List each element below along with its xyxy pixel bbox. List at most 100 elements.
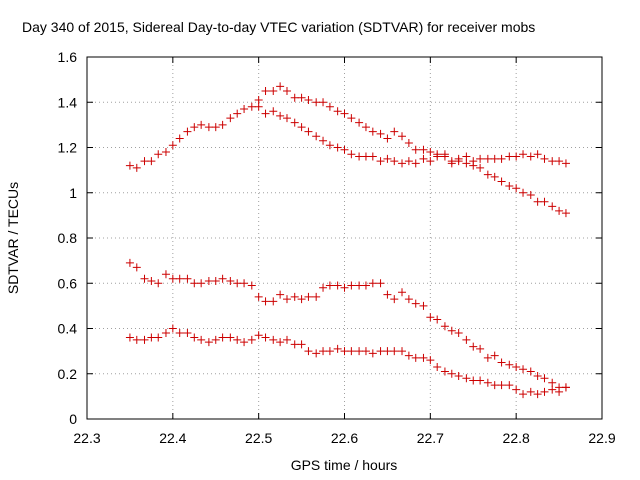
- data-point: [282, 86, 291, 95]
- data-point: [512, 152, 521, 161]
- data-point: [540, 154, 549, 163]
- y-tick-label: 1.6: [58, 49, 78, 65]
- data-point: [483, 378, 492, 387]
- data-point: [140, 274, 149, 283]
- data-point: [497, 381, 506, 390]
- data-point: [190, 279, 199, 288]
- data-point: [512, 385, 521, 394]
- data-point: [404, 138, 413, 147]
- data-point: [154, 150, 163, 159]
- data-point: [282, 335, 291, 344]
- data-point: [440, 367, 449, 376]
- data-point: [483, 154, 492, 163]
- data-point: [304, 127, 313, 136]
- data-point: [376, 347, 385, 356]
- data-point: [476, 376, 485, 385]
- data-point: [183, 274, 192, 283]
- data-point: [368, 127, 377, 136]
- data-point: [361, 152, 370, 161]
- data-point: [526, 387, 535, 396]
- data-point: [533, 372, 542, 381]
- data-point: [290, 118, 299, 127]
- data-point: [304, 95, 313, 104]
- series-4: [125, 324, 570, 399]
- data-point: [125, 161, 134, 170]
- data-point: [426, 157, 435, 166]
- data-point: [368, 279, 377, 288]
- data-point: [512, 184, 521, 193]
- data-point: [390, 157, 399, 166]
- data-point: [290, 93, 299, 102]
- data-point: [147, 157, 156, 166]
- data-point: [497, 177, 506, 186]
- data-point: [161, 329, 170, 338]
- data-point: [312, 292, 321, 301]
- data-point: [204, 123, 213, 132]
- data-point: [454, 154, 463, 163]
- data-point: [347, 114, 356, 123]
- data-point: [497, 154, 506, 163]
- data-point: [533, 390, 542, 399]
- data-points: [125, 82, 570, 399]
- data-point: [226, 333, 235, 342]
- data-point: [440, 152, 449, 161]
- data-point: [282, 114, 291, 123]
- data-point: [505, 181, 514, 190]
- data-point: [261, 333, 270, 342]
- data-point: [419, 145, 428, 154]
- y-tick-label: 0: [69, 411, 77, 427]
- data-point: [519, 365, 528, 374]
- data-point: [390, 295, 399, 304]
- data-point: [132, 263, 141, 272]
- y-tick-label: 1: [69, 185, 77, 201]
- data-point: [218, 333, 227, 342]
- data-point: [411, 353, 420, 362]
- y-tick-label: 0.4: [58, 321, 78, 337]
- x-tick-label: 22.4: [159, 430, 186, 446]
- data-point: [561, 209, 570, 218]
- data-point: [240, 279, 249, 288]
- data-point: [254, 102, 263, 111]
- data-point: [490, 154, 499, 163]
- x-axis: 22.3 22.4 22.5 22.6 22.7 22.8 22.9: [73, 57, 616, 446]
- data-point: [512, 362, 521, 371]
- data-point: [361, 347, 370, 356]
- data-point: [233, 279, 242, 288]
- data-point: [211, 276, 220, 285]
- data-point: [218, 274, 227, 283]
- data-point: [226, 276, 235, 285]
- x-axis-title: GPS time / hours: [291, 457, 398, 473]
- data-point: [526, 152, 535, 161]
- data-point: [490, 381, 499, 390]
- data-point: [154, 333, 163, 342]
- data-point: [447, 326, 456, 335]
- data-point: [383, 347, 392, 356]
- data-point: [483, 353, 492, 362]
- data-point: [183, 329, 192, 338]
- data-point: [376, 279, 385, 288]
- data-point: [519, 188, 528, 197]
- data-point: [447, 369, 456, 378]
- data-point: [197, 120, 206, 129]
- data-point: [340, 347, 349, 356]
- data-point: [269, 86, 278, 95]
- data-point: [218, 120, 227, 129]
- data-point: [183, 127, 192, 136]
- data-point: [247, 281, 256, 290]
- data-point: [404, 351, 413, 360]
- data-point: [490, 351, 499, 360]
- data-point: [240, 338, 249, 347]
- data-point: [211, 335, 220, 344]
- data-point: [519, 390, 528, 399]
- data-point: [290, 292, 299, 301]
- y-tick-label: 0.8: [58, 230, 78, 246]
- data-point: [340, 109, 349, 118]
- y-axis: 0 0.2 0.4 0.6 0.8 1 1.2 1.4 1.6: [58, 49, 602, 427]
- data-point: [404, 295, 413, 304]
- data-point: [555, 387, 564, 396]
- x-tick-label: 22.8: [503, 430, 530, 446]
- y-tick-label: 0.2: [58, 366, 78, 382]
- data-point: [433, 362, 442, 371]
- y-tick-label: 1.4: [58, 94, 78, 110]
